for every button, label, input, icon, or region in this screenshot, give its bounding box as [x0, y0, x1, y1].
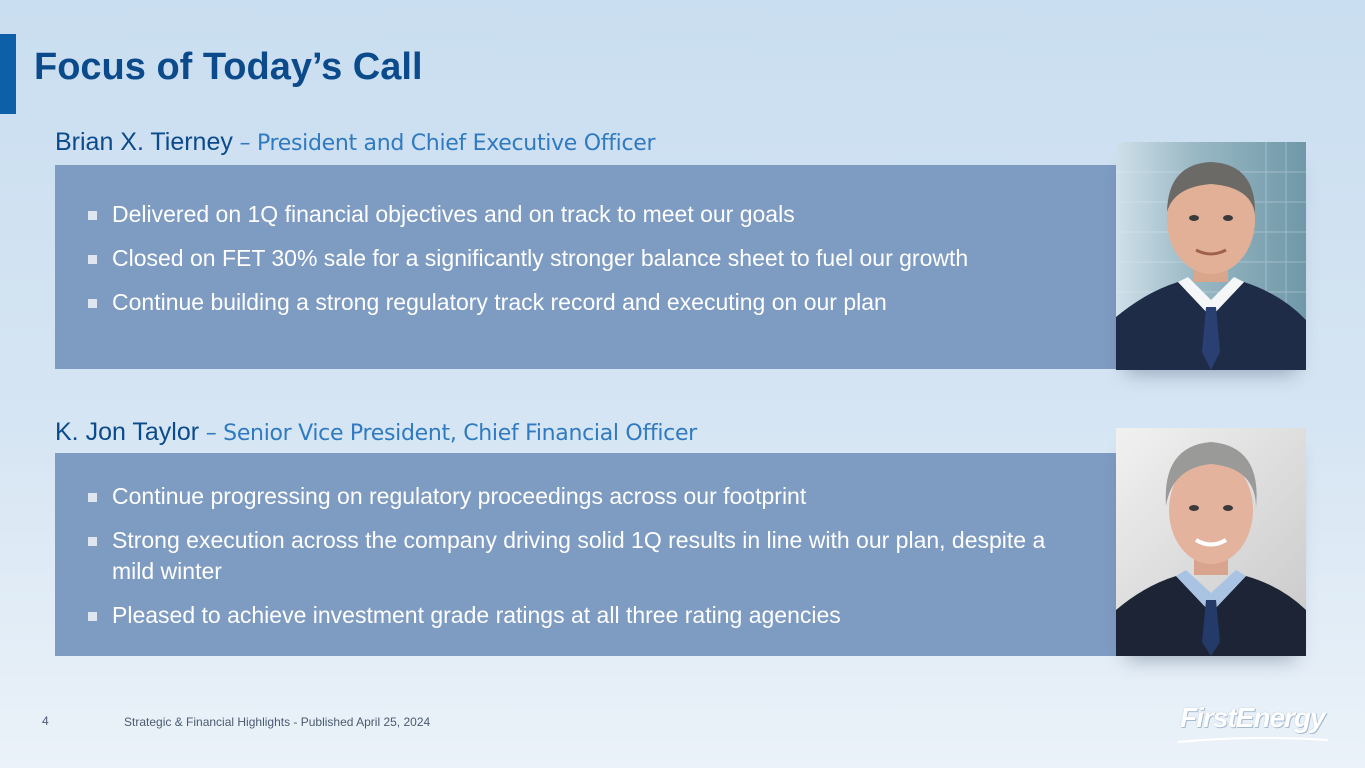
list-item: Delivered on 1Q financial objectives and… [85, 199, 1075, 230]
bullet-list: Delivered on 1Q financial objectives and… [85, 199, 1075, 331]
ceo-portrait [1116, 142, 1306, 370]
speaker-panel-cfo: Continue progressing on regulatory proce… [55, 453, 1117, 656]
cfo-portrait [1116, 428, 1306, 656]
bullet-text: Strong execution across the company driv… [112, 527, 1046, 584]
bullet-text: Continue building a strong regulatory tr… [112, 289, 887, 315]
list-item: Continue building a strong regulatory tr… [85, 287, 1075, 318]
speaker-name: K. Jon Taylor [55, 418, 200, 446]
bullet-text: Closed on FET 30% sale for a significant… [112, 245, 969, 271]
speaker-name: Brian X. Tierney [55, 128, 233, 156]
speaker-role: – President and Chief Executive Officer [232, 131, 656, 156]
bullet-text: Continue progressing on regulatory proce… [112, 483, 807, 509]
square-bullet-icon [88, 537, 97, 546]
square-bullet-icon [88, 211, 97, 220]
logo-swoosh-icon [1178, 737, 1328, 743]
speaker-role: – Senior Vice President, Chief Financial… [199, 421, 697, 446]
bullet-text: Delivered on 1Q financial objectives and… [112, 201, 795, 227]
list-item: Continue progressing on regulatory proce… [85, 481, 1075, 512]
title-accent-bar [0, 34, 16, 114]
square-bullet-icon [88, 255, 97, 264]
list-item: Strong execution across the company driv… [85, 525, 1075, 587]
list-item: Pleased to achieve investment grade rati… [85, 600, 1075, 631]
page-title: Focus of Today’s Call [34, 46, 423, 88]
speaker-panel-ceo: Delivered on 1Q financial objectives and… [55, 165, 1117, 369]
square-bullet-icon [88, 299, 97, 308]
list-item: Closed on FET 30% sale for a significant… [85, 243, 1075, 274]
speaker-heading-cfo: K. Jon Taylor – Senior Vice President, C… [55, 418, 697, 447]
bullet-list: Continue progressing on regulatory proce… [85, 481, 1075, 644]
square-bullet-icon [88, 493, 97, 502]
square-bullet-icon [88, 612, 97, 621]
footer-caption: Strategic & Financial Highlights - Publi… [124, 715, 431, 729]
bullet-text: Pleased to achieve investment grade rati… [112, 602, 841, 628]
page-number: 4 [42, 714, 49, 728]
firstenergy-logo: FirstEnergy [1180, 702, 1326, 733]
speaker-heading-ceo: Brian X. Tierney – President and Chief E… [55, 128, 656, 157]
